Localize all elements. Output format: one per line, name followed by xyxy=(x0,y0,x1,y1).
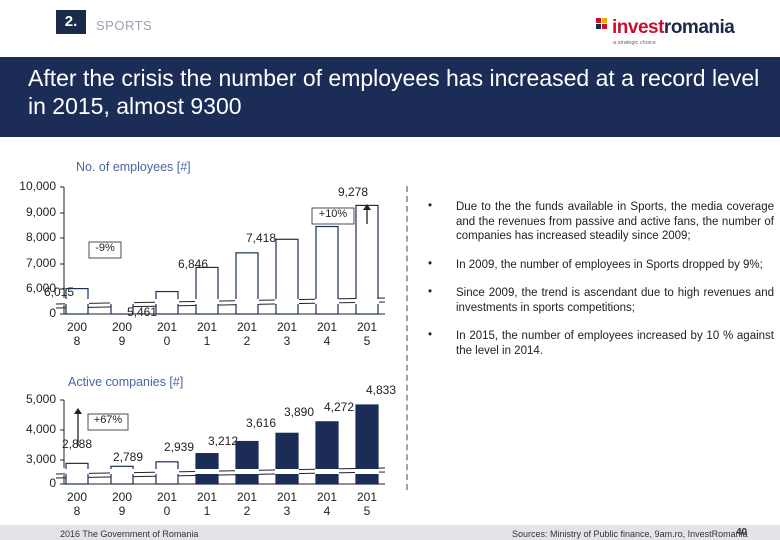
bar-value-label: 7,418 xyxy=(245,230,277,245)
footer-bar xyxy=(0,525,780,540)
bar-value-label: 6,846 xyxy=(177,257,209,272)
y-tick-label: 5,000 xyxy=(25,392,56,406)
bar-2011 xyxy=(195,453,219,485)
bar-value-label: 2,888 xyxy=(61,437,93,452)
bar-2012 xyxy=(235,252,259,315)
insights-list: • Due to the the funds available in Spor… xyxy=(428,200,774,372)
x-tick-label: 201 4 xyxy=(316,490,338,518)
bullet-text: Due to the the funds available in Sports… xyxy=(456,201,774,242)
x-tick-label: 201 3 xyxy=(276,320,298,348)
footer-sources: Sources: Ministry of Public finance, 9am… xyxy=(512,529,748,539)
bar-value-label: 5,461 xyxy=(126,304,158,319)
bar-value-label: 4,833 xyxy=(365,383,397,397)
y-tick-label: 3,000 xyxy=(25,452,56,466)
x-tick-label: 201 2 xyxy=(236,320,258,348)
footer-copyright: 2016 The Government of Romania xyxy=(60,529,199,539)
companies-chart-title: Active companies [#] xyxy=(68,375,184,389)
employees-chart-title: No. of employees [#] xyxy=(76,160,191,174)
bullet-text: In 2009, the number of employees in Spor… xyxy=(456,258,763,271)
bar-value-label: 2,789 xyxy=(112,450,144,465)
axis-break xyxy=(55,467,400,479)
annotation-label: +67% xyxy=(93,414,123,426)
y-tick-label: 6,000 xyxy=(25,281,56,295)
y-tick-label: 0 xyxy=(49,306,56,320)
axis-break xyxy=(55,297,400,309)
section-name: SPORTS xyxy=(96,18,153,33)
bar-2014 xyxy=(315,421,339,485)
companies-chart xyxy=(55,399,400,485)
bullet-text: In 2015, the number of employees increas… xyxy=(456,330,774,357)
x-tick-label: 201 2 xyxy=(236,490,258,518)
column-divider xyxy=(406,186,408,490)
bullet-marker: • xyxy=(428,286,433,298)
y-tick-label: 7,000 xyxy=(25,256,56,270)
x-tick-label: 200 8 xyxy=(66,320,88,348)
x-tick-label: 201 3 xyxy=(276,490,298,518)
x-tick-label: 201 0 xyxy=(156,320,178,348)
x-tick-label: 200 9 xyxy=(111,320,133,348)
bar-2014 xyxy=(315,225,339,315)
bar-value-label: 3,616 xyxy=(245,415,277,430)
bar-2013 xyxy=(275,238,299,315)
bullet-marker: • xyxy=(428,257,433,270)
y-tick-label: 8,000 xyxy=(25,230,56,244)
annotation-label: -9% xyxy=(95,242,115,254)
list-item: • In 2015, the number of employees incre… xyxy=(428,329,774,358)
x-tick-label: 201 5 xyxy=(356,490,378,518)
list-item: • Since 2009, the trend is ascendant due… xyxy=(428,286,774,315)
bar-value-label: 6,015 xyxy=(43,284,75,299)
bullet-marker: • xyxy=(428,200,433,212)
logo-tagline: a strategic choice xyxy=(613,40,656,46)
y-tick-label: 9,000 xyxy=(25,205,56,219)
bar-value-label: 3,212 xyxy=(207,433,239,448)
x-tick-label: 200 8 xyxy=(66,490,88,518)
employees-chart xyxy=(55,186,400,315)
change-annotation xyxy=(311,204,371,225)
bullet-marker: • xyxy=(428,329,433,341)
page-number: 40 xyxy=(736,527,748,538)
change-annotation xyxy=(74,408,129,446)
investromania-logo xyxy=(596,18,607,29)
y-tick-label: 4,000 xyxy=(25,422,56,436)
headline-banner xyxy=(0,57,780,137)
change-annotation xyxy=(88,241,122,259)
section-number: 2. xyxy=(56,10,86,34)
x-tick-label: 201 1 xyxy=(196,490,218,518)
list-item: • Due to the the funds available in Spor… xyxy=(428,200,774,244)
x-tick-label: 201 5 xyxy=(356,320,378,348)
bar-2012 xyxy=(235,440,259,485)
bar-value-label: 2,939 xyxy=(163,439,195,454)
bar-2011 xyxy=(195,266,219,315)
x-tick-label: 201 0 xyxy=(156,490,178,518)
x-tick-label: 200 9 xyxy=(111,490,133,518)
y-tick-label: 10,000 xyxy=(19,179,56,193)
page-headline: After the crisis the number of employees… xyxy=(28,65,760,119)
x-tick-label: 201 1 xyxy=(196,320,218,348)
list-item: • In 2009, the number of employees in Sp… xyxy=(428,258,774,273)
bar-2009 xyxy=(110,465,134,485)
x-tick-label: 201 4 xyxy=(316,320,338,348)
logo-wordmark: investromania xyxy=(612,17,735,38)
bar-value-label: 3,890 xyxy=(283,405,315,420)
bar-value-label: 4,272 xyxy=(323,399,355,414)
bullet-text: Since 2009, the trend is ascendant due t… xyxy=(456,287,774,314)
bar-value-label: 9,278 xyxy=(337,185,369,200)
bar-2013 xyxy=(275,432,299,485)
annotation-label: +10% xyxy=(318,208,348,220)
y-tick-label: 0 xyxy=(49,476,56,490)
bar-2015 xyxy=(355,404,379,485)
